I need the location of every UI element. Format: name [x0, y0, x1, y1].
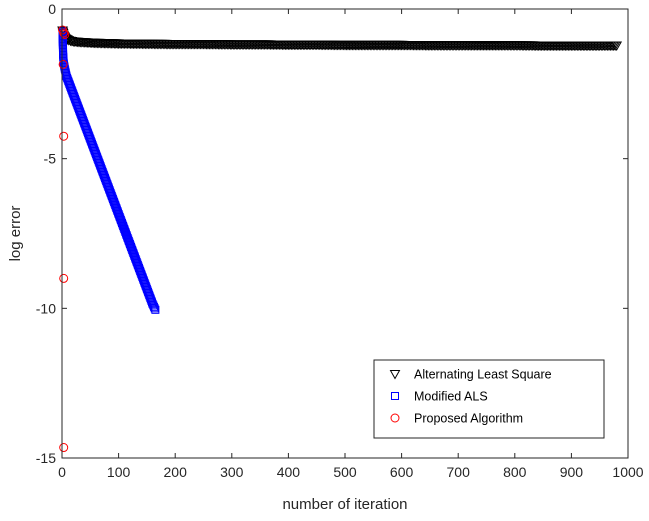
y-axis-label: log error — [7, 206, 24, 262]
x-tick-label: 600 — [390, 464, 414, 480]
legend-marker-triangle-down — [389, 370, 401, 380]
data-point — [59, 28, 69, 38]
legend-marker-square — [391, 392, 399, 400]
data-point — [150, 304, 159, 313]
y-tick-label: -5 — [44, 151, 57, 167]
data-point — [149, 301, 158, 310]
legend-box — [373, 359, 605, 439]
x-tick-label: 700 — [447, 464, 471, 480]
data-point — [59, 273, 69, 283]
y-tick-label: -15 — [36, 450, 56, 466]
x-tick-label: 400 — [277, 464, 301, 480]
series-proposed-algorithm — [58, 25, 70, 453]
legend-item-alternating-least-square: Alternating Least Square — [389, 368, 552, 382]
legend-label: Modified ALS — [414, 390, 488, 404]
x-tick-label: 500 — [333, 464, 357, 480]
data-point — [611, 41, 623, 52]
data-point — [151, 305, 160, 314]
x-tick-label: 1000 — [612, 464, 643, 480]
legend-label: Proposed Algorithm — [414, 412, 523, 426]
x-tick-label: 100 — [107, 464, 131, 480]
y-tick-label: 0 — [48, 1, 56, 17]
data-point — [59, 443, 69, 453]
legend-label: Alternating Least Square — [414, 368, 552, 382]
x-tick-label: 800 — [503, 464, 527, 480]
series-layer — [57, 25, 623, 453]
x-tick-label: 200 — [164, 464, 188, 480]
data-point — [149, 302, 158, 311]
series-alternating-least-square — [57, 26, 623, 52]
data-point — [58, 59, 68, 69]
x-axis-label: number of iteration — [282, 496, 407, 513]
x-tick-label: 900 — [560, 464, 584, 480]
legend: Alternating Least Square Modified ALS Prop… — [373, 359, 605, 439]
legend-marker-circle — [390, 413, 400, 423]
data-point — [60, 29, 70, 39]
data-point — [148, 299, 157, 308]
x-tick-label: 0 — [58, 464, 66, 480]
data-point — [59, 131, 69, 141]
legend-item-modified-als: Modified ALS — [391, 390, 488, 404]
axes-layer: 0 100 200 300 400 500 600 700 800 900 1000 -15 -10 -5… — [36, 1, 644, 480]
x-tick-label: 300 — [220, 464, 244, 480]
y-tick-label: -10 — [36, 300, 56, 316]
legend-item-proposed-algorithm: Proposed Algorithm — [390, 412, 523, 426]
